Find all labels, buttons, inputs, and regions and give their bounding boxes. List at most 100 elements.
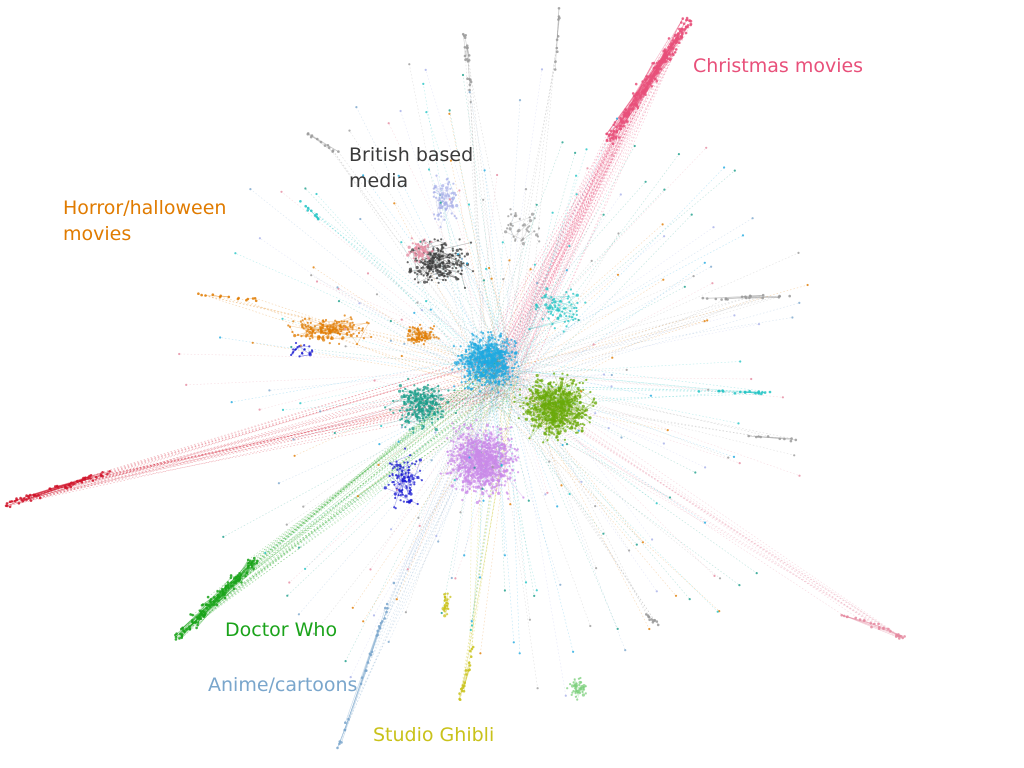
- graph-node: [533, 399, 536, 402]
- graph-node: [476, 352, 479, 355]
- graph-edge: [36, 484, 70, 497]
- graph-node: [504, 480, 507, 483]
- graph-node: [513, 363, 517, 366]
- graph-node: [428, 411, 431, 414]
- graph-node: [496, 452, 499, 455]
- graph-edge: [462, 372, 508, 686]
- graph-edge: [506, 369, 723, 391]
- graph-node: [305, 330, 309, 333]
- graph-node: [526, 226, 529, 229]
- graph-edge: [175, 622, 194, 638]
- graph-edge: [493, 379, 538, 689]
- graph-node: [494, 489, 498, 492]
- graph-node: [433, 238, 436, 241]
- graph-node: [450, 484, 454, 488]
- graph-node: [423, 251, 426, 254]
- graph-node: [473, 356, 476, 359]
- graph-node: [468, 370, 471, 373]
- graph-node: [538, 240, 541, 243]
- graph-node: [563, 403, 566, 406]
- graph-node: [508, 375, 511, 378]
- graph-node: [609, 129, 613, 133]
- graph-node: [438, 394, 441, 397]
- graph-node: [462, 262, 465, 265]
- graph-node: [406, 412, 410, 416]
- graph-node: [403, 461, 406, 464]
- graph-edge: [291, 346, 477, 368]
- graph-node: [508, 465, 511, 468]
- graph-edge: [841, 614, 889, 630]
- graph-node: [476, 457, 479, 460]
- graph-node: [409, 483, 412, 486]
- graph-node: [530, 212, 535, 216]
- graph-edge: [497, 320, 708, 371]
- graph-node: [544, 303, 548, 307]
- graph-node: [413, 389, 416, 392]
- graph-node: [464, 362, 467, 366]
- graph-node: [456, 360, 460, 365]
- graph-edge: [374, 380, 495, 407]
- graph-edge: [202, 390, 484, 612]
- graph-node: [497, 353, 500, 356]
- graph-node: [520, 239, 523, 242]
- graph-node: [489, 358, 492, 361]
- graph-node: [421, 335, 424, 338]
- graph-node: [503, 484, 506, 487]
- graph-node: [410, 338, 414, 342]
- graph-edge: [485, 80, 653, 402]
- graph-node: [548, 421, 552, 424]
- graph-node: [540, 421, 543, 425]
- graph-node: [403, 394, 407, 398]
- graph-node: [476, 366, 479, 369]
- graph-node: [558, 413, 562, 416]
- graph-node: [493, 472, 496, 475]
- graph-edge: [248, 361, 498, 569]
- graph-edge: [863, 620, 898, 636]
- graph-node: [560, 381, 564, 385]
- graph-edge: [34, 484, 70, 496]
- graph-node: [591, 401, 594, 404]
- graph-node: [584, 408, 589, 412]
- graph-node: [441, 187, 444, 190]
- graph-node: [549, 381, 552, 384]
- graph-node: [478, 341, 481, 344]
- graph-edge: [205, 295, 229, 298]
- graph-node: [592, 398, 595, 401]
- graph-node: [401, 414, 404, 417]
- graph-node: [447, 259, 450, 262]
- graph-node: [384, 406, 387, 409]
- graph-node: [314, 332, 317, 335]
- graph-node: [432, 333, 435, 336]
- graph-node: [561, 424, 564, 427]
- graph-edge: [459, 382, 516, 700]
- graph-node: [445, 186, 449, 190]
- graph-edge: [384, 383, 492, 619]
- graph-edge: [468, 204, 512, 352]
- graph-node: [349, 333, 353, 338]
- graph-node: [534, 418, 538, 422]
- graph-node: [515, 459, 518, 462]
- graph-node: [680, 21, 683, 24]
- graph-node: [439, 203, 443, 207]
- graph-node: [448, 460, 452, 463]
- graph-node: [466, 369, 469, 372]
- graph-node: [538, 398, 541, 401]
- graph-node: [479, 465, 482, 468]
- graph-edge: [519, 26, 688, 367]
- graph-node: [496, 450, 499, 453]
- graph-node: [437, 337, 440, 340]
- graph-node: [470, 466, 473, 469]
- graph-node: [443, 607, 446, 610]
- graph-edge: [385, 388, 499, 609]
- graph-node: [462, 466, 466, 469]
- graph-node: [543, 415, 546, 419]
- graph-node: [650, 85, 654, 88]
- graph-node: [458, 358, 461, 361]
- graph-node: [581, 408, 584, 411]
- graph-node: [400, 491, 403, 494]
- graph-edge: [554, 296, 569, 300]
- graph-node: [440, 238, 443, 241]
- edge-layer: [6, 8, 903, 749]
- graph-node: [449, 271, 452, 274]
- graph-node: [576, 698, 579, 701]
